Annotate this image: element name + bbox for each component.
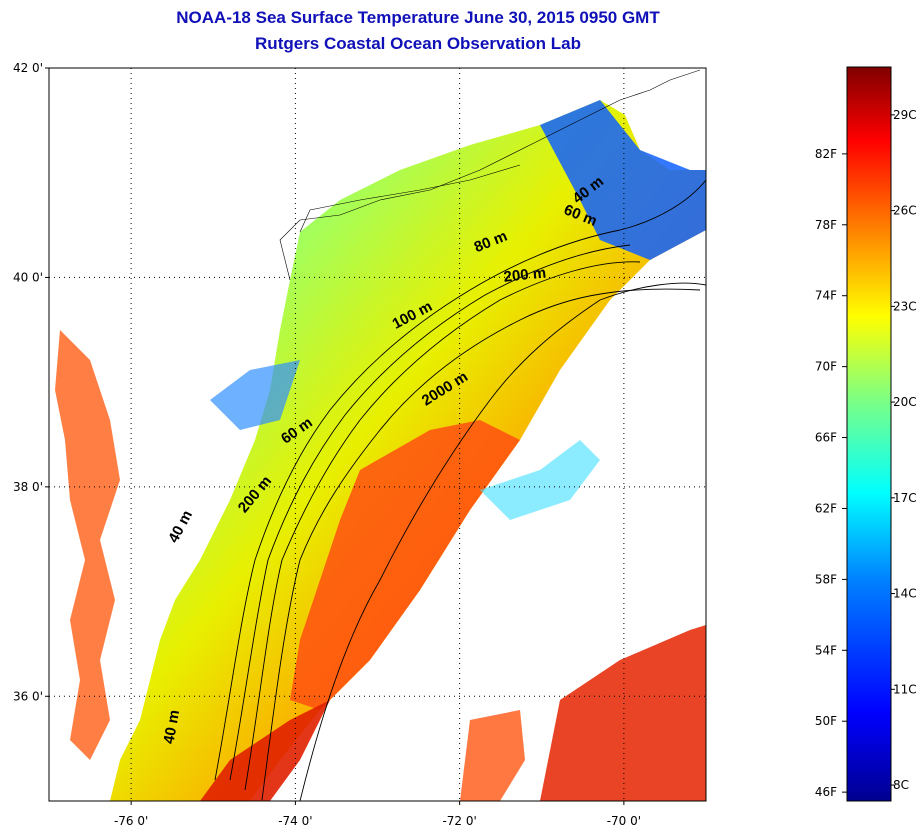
offshore-patch-small: [460, 710, 525, 801]
graticule: [49, 67, 706, 801]
colorbar-f-label: 58F: [815, 572, 837, 586]
colorbar-f-label: 82F: [815, 147, 837, 161]
map-title: NOAA-18 Sea Surface Temperature June 30,…: [176, 8, 660, 27]
colorbar-f-label: 62F: [815, 501, 837, 515]
gulf-stream-warm-patch: [290, 420, 520, 710]
colorbar-c-label: 17C: [893, 491, 917, 505]
colorbar-f-label: 74F: [815, 289, 837, 303]
colorbar-c-label: 14C: [893, 587, 917, 601]
lat-tick-label: 40 0': [13, 270, 43, 284]
lon-tick-label: -74 0': [278, 814, 312, 828]
chesapeake-bay: [55, 330, 120, 760]
isobath-contours: [214, 179, 706, 801]
lon-tick-label: -70 0': [607, 814, 641, 828]
lon-tick-label: -76 0': [114, 814, 148, 828]
offshore-cyan-patch: [480, 440, 600, 520]
colorbar-f-label: 54F: [815, 643, 837, 657]
colorbar-f-label: 78F: [815, 218, 837, 232]
warm-core: [200, 700, 330, 801]
colorbar-c-label: 11C: [893, 682, 917, 696]
lat-tick-label: 36 0': [13, 689, 43, 703]
isobath-label: 200 m: [503, 264, 547, 285]
lon-tick-label: -72 0': [442, 814, 476, 828]
axis-ticks: 42 0' 40 0' 38 0' 36 0' -76 0' -74 0' -72 0' -7…: [13, 61, 641, 828]
colorbar-c-label: 20C: [893, 395, 917, 409]
isobath-label: 40 m: [165, 508, 196, 546]
coastline: [279, 69, 701, 281]
map-frame: [48, 67, 707, 802]
colorbar-f-label: 50F: [815, 714, 837, 728]
colorbar-c-label: 8C: [893, 778, 909, 792]
isobath-label: 40 m: [161, 709, 184, 746]
colorbar: [846, 66, 892, 802]
lat-tick-label: 42 0': [13, 61, 43, 75]
colorbar-c-label: 26C: [893, 204, 917, 218]
map-subtitle: Rutgers Coastal Ocean Observation Lab: [255, 34, 581, 53]
colorbar-c-label: 29C: [893, 108, 917, 122]
cool-patch-nj: [210, 360, 300, 430]
offshore-warm-patch: [540, 625, 706, 801]
colorbar-f-label: 66F: [815, 431, 837, 445]
colorbar-labels: 82F 78F 74F 70F 66F 62F 58F 54F 50F 46F 29C 26C 23C 2…: [815, 108, 917, 799]
colorbar-f-label: 46F: [815, 785, 837, 799]
lat-tick-label: 38 0': [13, 480, 43, 494]
colorbar-c-label: 23C: [893, 299, 917, 313]
cool-patch-north: [540, 100, 706, 260]
colorbar-f-label: 70F: [815, 360, 837, 374]
